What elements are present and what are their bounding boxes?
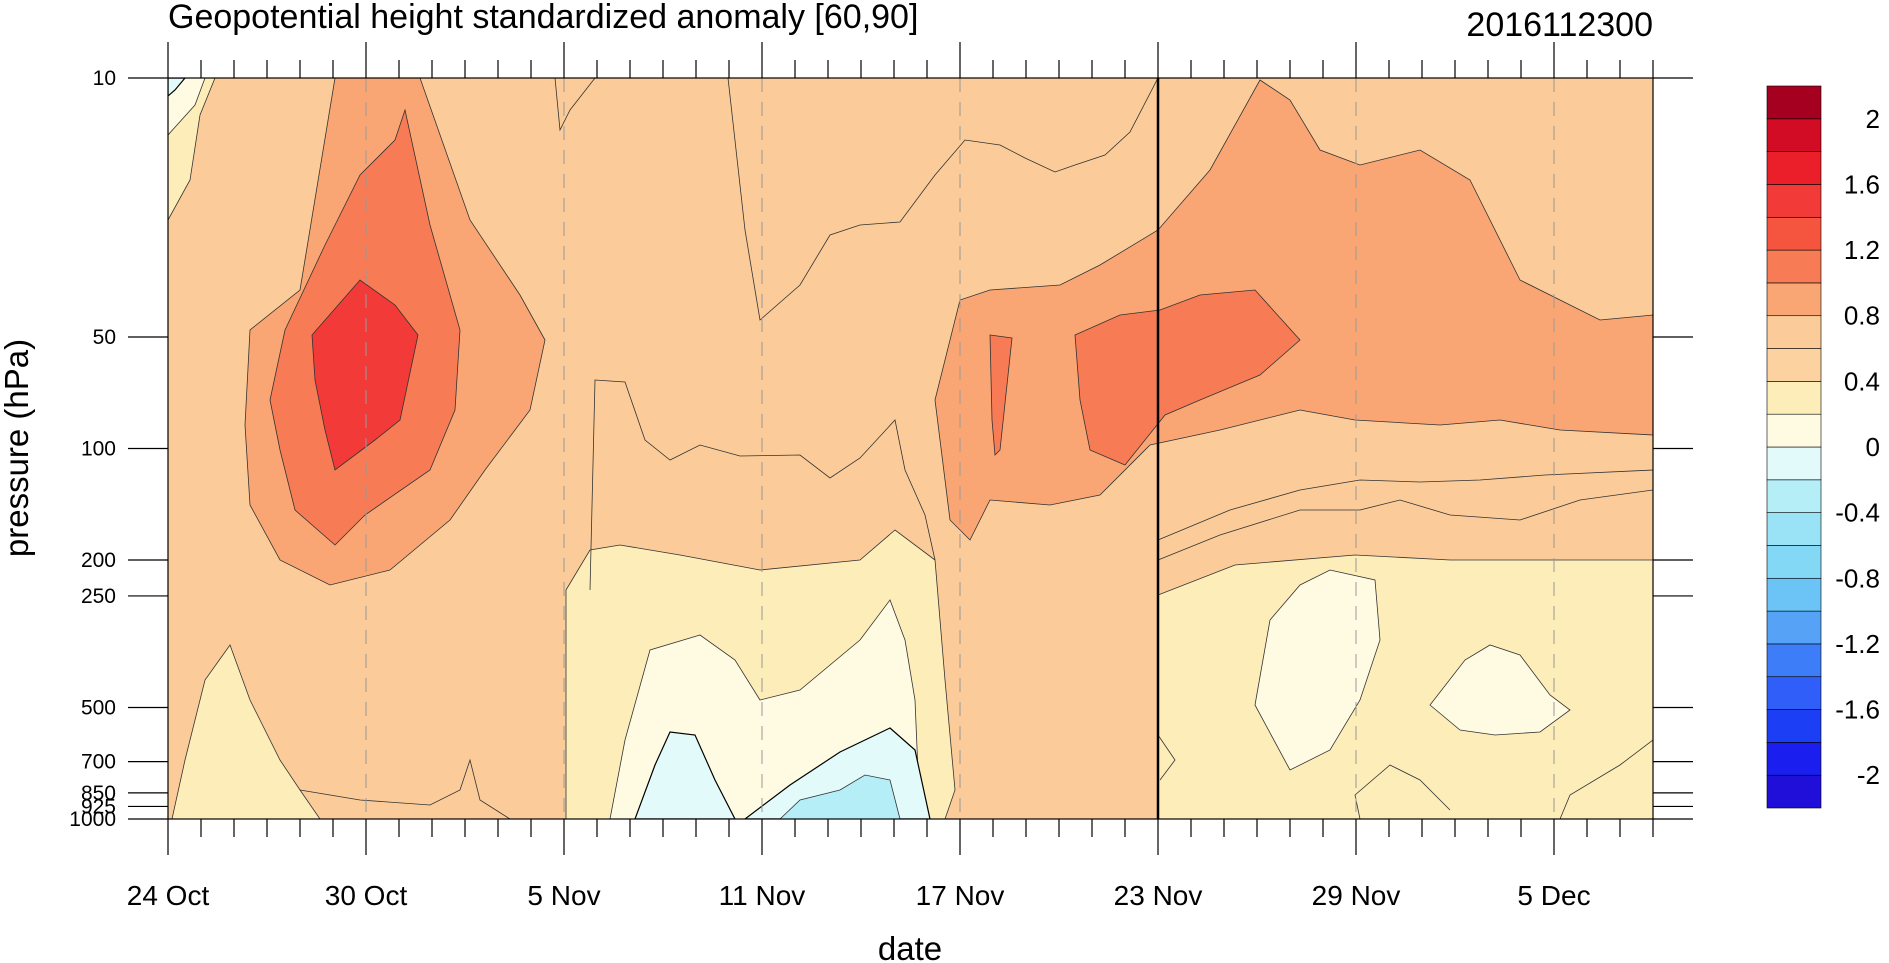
colorbar-swatch: [1766, 413, 1822, 448]
colorbar-label: -0.8: [1835, 563, 1880, 593]
x-tick-label: 29 Nov: [1312, 880, 1401, 911]
colorbar-swatch: [1766, 348, 1822, 382]
y-tick-label: 200: [81, 549, 116, 572]
colorbar-label: -1.2: [1835, 629, 1880, 659]
contour-line-upper-mid-2: [727, 78, 1159, 321]
date-stamp: 2016112300: [1466, 6, 1653, 44]
contour-line-lower-3: [1157, 734, 1176, 781]
contour-0.0-west-upper: [168, 78, 206, 136]
contour-0.0-east-1: [1254, 569, 1381, 771]
y-tick-label: 50: [93, 326, 116, 349]
chart-title: Geopotential height standardized anomaly…: [168, 0, 918, 36]
contour-plot: [168, 78, 1653, 819]
y-tick-label: 925: [81, 795, 116, 818]
colorbar-label: 0.4: [1844, 366, 1880, 396]
colorbar-label: 0.8: [1844, 301, 1880, 331]
contour-0.0-east-2: [1429, 644, 1571, 736]
colorbar-swatch: [1766, 118, 1822, 152]
colorbar-label: -1.6: [1835, 695, 1880, 725]
colorbar-swatch: [1766, 315, 1822, 349]
contour-line-trop-1: [589, 379, 936, 591]
contour-1.2-east: [1074, 289, 1301, 466]
y-tick-label: 1000: [69, 808, 116, 831]
x-tick-label: 30 Oct: [325, 880, 408, 911]
y-tick-label: 700: [81, 751, 116, 774]
x-tick-label: 11 Nov: [719, 880, 806, 911]
colorbar-swatch: [1766, 381, 1822, 415]
x-tick-label: 5 Dec: [1517, 880, 1590, 911]
contour-1.2-east-small: [989, 334, 1013, 456]
colorbar-swatch: [1766, 282, 1822, 317]
colorbar-swatch: [1766, 512, 1822, 546]
contour-0.2-west: [171, 644, 321, 819]
colorbar-swatch: [1766, 643, 1822, 678]
colorbar-swatch: [1766, 577, 1822, 612]
x-tick-label: 17 Nov: [916, 880, 1005, 911]
y-tick-label: 100: [81, 438, 116, 461]
x-axis: 24 Oct 30 Oct 5 Nov 11 Nov 17 Nov 23 Nov 29 No…: [127, 42, 1654, 911]
colorbar-label: 1.6: [1844, 169, 1880, 199]
colorbar-swatch: [1766, 545, 1822, 579]
colorbar-swatch: [1766, 151, 1822, 185]
colorbar-label: 2: [1866, 104, 1880, 134]
contour-line-lower-4: [299, 758, 511, 819]
colorbar-swatch: [1766, 676, 1822, 710]
colorbar: 2 1.6 1.2 0.8 0.4 0 -0.4 -0.8 -1.2 -1.6 -2: [1766, 85, 1880, 809]
colorbar-swatch: [1766, 774, 1822, 809]
y-axis-label: pressure (hPa): [0, 339, 35, 557]
colorbar-swatch: [1766, 446, 1822, 481]
contour-line-lower-2: [1559, 739, 1653, 819]
contour-line-upper-mid: [554, 78, 596, 132]
y-tick-label: 500: [81, 696, 116, 719]
y-tick-label: 250: [81, 585, 116, 608]
colorbar-label: 0: [1866, 432, 1880, 462]
colorbar-swatch: [1766, 479, 1822, 513]
colorbar-label: -0.4: [1835, 498, 1880, 528]
contour-line-lower-1: [1354, 764, 1451, 819]
x-tick-label: 5 Nov: [527, 880, 600, 911]
contour-0.2-east: [1157, 554, 1653, 819]
colorbar-label: 1.2: [1844, 235, 1880, 265]
contour-1.6-west: [311, 279, 419, 471]
x-tick-label: 23 Nov: [1114, 880, 1203, 911]
contour-line-trop-3: [1157, 469, 1653, 541]
contour-line-trop-2: [1157, 489, 1653, 561]
colorbar-swatch: [1766, 216, 1822, 251]
contour-neg0.2-west-upper: [168, 78, 186, 97]
colorbar-swatch: [1766, 184, 1822, 218]
colorbar-swatch: [1766, 249, 1822, 284]
colorbar-swatch: [1766, 709, 1822, 743]
contour-neg0.4: [779, 774, 901, 819]
y-tick-label: 850: [81, 782, 116, 805]
y-tick-label: 10: [93, 67, 116, 90]
colorbar-swatch: [1766, 85, 1822, 120]
colorbar-swatch: [1766, 742, 1822, 776]
x-axis-label: date: [878, 930, 942, 963]
x-tick-label: 24 Oct: [127, 880, 210, 911]
colorbar-label: -2: [1857, 760, 1880, 790]
contour-neg0.2: [634, 731, 736, 819]
colorbar-swatch: [1766, 610, 1822, 645]
